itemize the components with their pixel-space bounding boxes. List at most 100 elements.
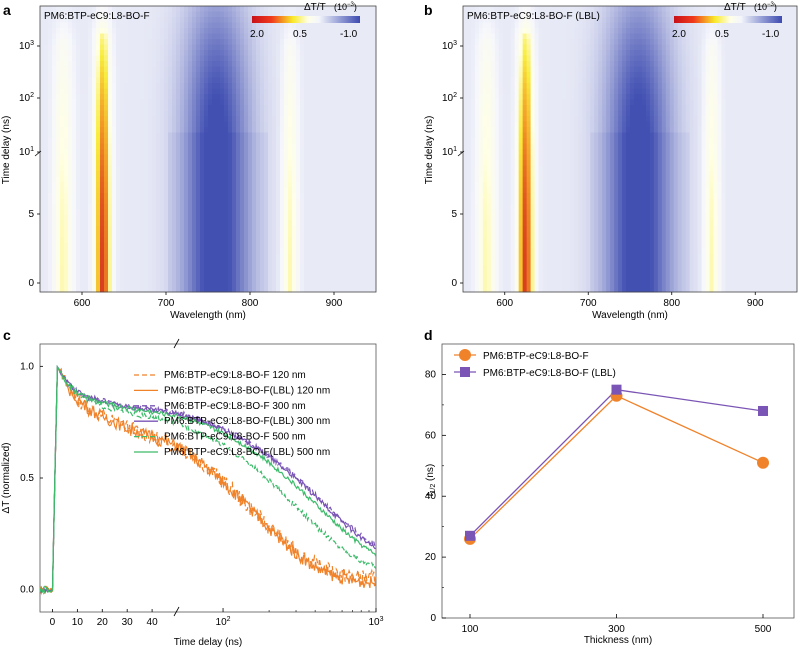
- hm-a-cell: [340, 270, 345, 276]
- hm-a-cell: [96, 83, 101, 89]
- hm-a-cell: [328, 149, 333, 155]
- hm-a-cell: [108, 99, 113, 106]
- hm-b-cell: [614, 6, 619, 12]
- hm-a-cell: [180, 132, 185, 139]
- hm-a-cell: [172, 143, 177, 150]
- hm-a-cell: [292, 83, 297, 89]
- hm-b-cell: [506, 11, 512, 18]
- hm-a-cell: [104, 171, 109, 177]
- hm-b-cell: [494, 22, 500, 29]
- hm-a-cell: [184, 248, 189, 254]
- hm-a-cell: [116, 176, 121, 183]
- hm-a-cell: [180, 28, 185, 34]
- hm-a-cell: [132, 253, 137, 260]
- hm-a-cell: [172, 44, 177, 51]
- hm-b-cell: [713, 22, 718, 29]
- hm-a-cell: [328, 110, 333, 117]
- hm-a-cell: [52, 154, 57, 161]
- hm-a-cell: [40, 143, 45, 150]
- hm-a-cell: [288, 182, 293, 188]
- hm-a-cell: [304, 110, 309, 117]
- hm-a-cell: [224, 110, 229, 117]
- hm-a-cell: [156, 39, 161, 45]
- hm-a-cell: [176, 121, 181, 128]
- hm-a-cell: [348, 121, 353, 128]
- hm-a-cell: [280, 281, 285, 287]
- hm-a-cell: [228, 11, 233, 18]
- hm-a-cell: [312, 94, 317, 100]
- hm-a-cell: [100, 72, 105, 78]
- hm-a-cell: [276, 121, 281, 128]
- hm-a-cell: [96, 286, 101, 293]
- hm-b-cell: [570, 22, 575, 29]
- hm-a-cell: [48, 215, 53, 221]
- hm-a-cell: [92, 215, 97, 221]
- hm-a-cell: [80, 209, 85, 216]
- hm-b-cell: [490, 28, 496, 34]
- hm-a-cell: [156, 171, 161, 177]
- hm-a-cell: [84, 193, 89, 199]
- hm-a-cell: [160, 88, 165, 95]
- hm-a-cell: [324, 226, 329, 232]
- hm-b-cell: [550, 17, 555, 23]
- hm-b-cell: [789, 22, 794, 29]
- hm-a-cell: [72, 231, 77, 238]
- hm-a-cell: [128, 160, 133, 166]
- hm-a-cell: [312, 242, 317, 249]
- hm-a-cell: [220, 83, 225, 89]
- hm-a-cell: [308, 44, 313, 51]
- hm-a-cell: [124, 187, 129, 194]
- hm-a-cell: [172, 176, 177, 183]
- hm-a-cell: [180, 226, 185, 232]
- hm-a-cell: [64, 286, 69, 293]
- hm-a-cell: [264, 77, 269, 84]
- hm-a-cell: [316, 215, 321, 221]
- hm-a-cell: [360, 6, 365, 12]
- hm-a-cell: [160, 286, 165, 293]
- hm-a-cell: [116, 110, 121, 117]
- hm-a-cell: [124, 6, 129, 12]
- hm-a-cell: [220, 237, 225, 243]
- hm-a-cell: [208, 165, 213, 172]
- hm-a-cell: [336, 248, 341, 254]
- hm-a-cell: [192, 39, 197, 45]
- hm-a-cell: [356, 94, 361, 100]
- hm-a-cell: [296, 226, 301, 232]
- hm-a-cell: [160, 259, 165, 265]
- hm-a-cell: [332, 165, 337, 172]
- hm-a-cell: [240, 286, 245, 293]
- hm-a-cell: [300, 286, 305, 293]
- hm-a-cell: [196, 215, 201, 221]
- hm-a-cell: [228, 253, 233, 260]
- hm-a-cell: [368, 99, 373, 106]
- hm-a-cell: [52, 105, 57, 111]
- hm-a-cell: [144, 149, 149, 155]
- hm-a-cell: [232, 226, 237, 232]
- hm-a-cell: [48, 138, 53, 144]
- hm-a-cell: [120, 187, 125, 194]
- hm-a-cell: [356, 28, 361, 34]
- hm-a-cell: [100, 94, 105, 100]
- hm-a-cell: [272, 55, 277, 62]
- hm-a-cell: [152, 193, 157, 199]
- hm-a-cell: [180, 88, 185, 95]
- hm-a-cell: [68, 6, 73, 12]
- hm-a-cell: [112, 127, 117, 133]
- hm-a-cell: [48, 226, 53, 232]
- hm-a-cell: [320, 242, 325, 249]
- hm-a-cell: [124, 127, 129, 133]
- hm-a-cell: [128, 270, 133, 276]
- hm-a-cell: [96, 116, 101, 122]
- hm-b-cell: [745, 11, 750, 18]
- hm-a-cell: [292, 50, 297, 56]
- hm-a-cell: [372, 182, 377, 188]
- hm-a-cell: [116, 193, 121, 199]
- hm-a-cell: [244, 242, 249, 249]
- hm-a-cell: [112, 176, 117, 183]
- hm-b-cell: [526, 11, 531, 18]
- hm-a-cell: [172, 270, 177, 276]
- hm-b-cell: [463, 28, 468, 34]
- hm-a-cell: [356, 242, 361, 249]
- hm-a-cell: [336, 105, 341, 111]
- hm-a-cell: [372, 17, 377, 23]
